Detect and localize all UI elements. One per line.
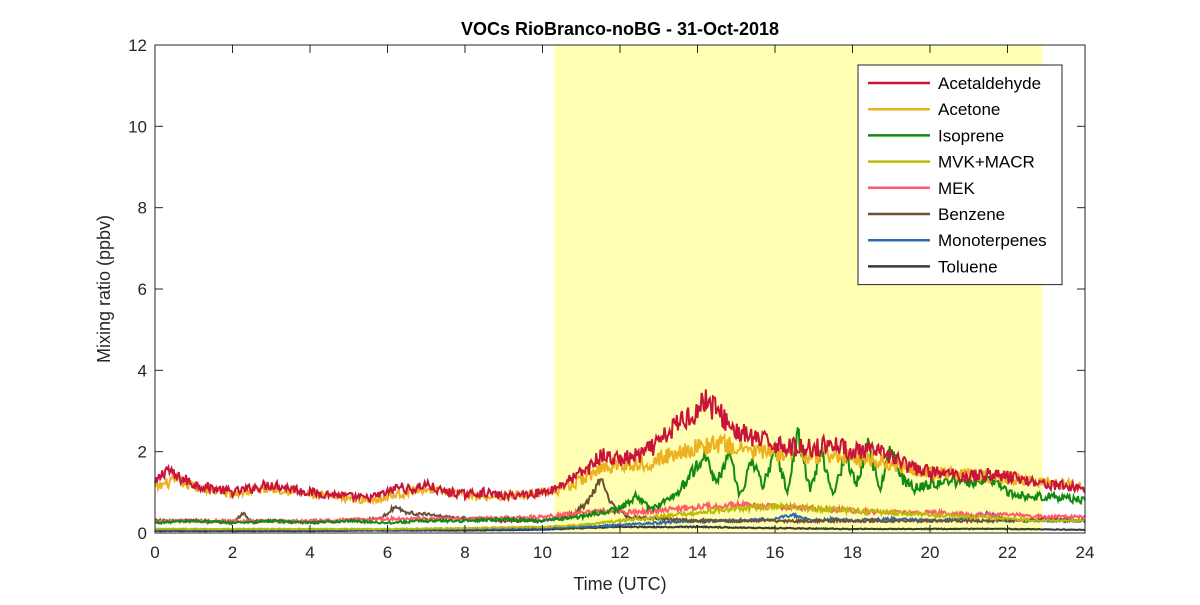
x-tick-label: 2 (228, 543, 237, 562)
x-tick-label: 4 (305, 543, 314, 562)
x-tick-label: 20 (921, 543, 940, 562)
x-tick-label: 8 (460, 543, 469, 562)
y-tick-label: 8 (138, 199, 147, 218)
y-tick-label: 0 (138, 524, 147, 543)
legend-label: Isoprene (938, 126, 1004, 145)
legend-label: Toluene (938, 257, 998, 276)
x-tick-label: 16 (766, 543, 785, 562)
y-tick-label: 12 (128, 36, 147, 55)
y-tick-label: 10 (128, 117, 147, 136)
legend-label: Monoterpenes (938, 231, 1047, 250)
legend-label: MVK+MACR (938, 153, 1035, 172)
x-tick-label: 0 (150, 543, 159, 562)
x-tick-label: 18 (843, 543, 862, 562)
x-tick-label: 10 (533, 543, 552, 562)
legend-box (857, 64, 1063, 286)
x-tick-label: 6 (383, 543, 392, 562)
x-tick-label: 22 (998, 543, 1017, 562)
legend-label: Acetone (938, 100, 1000, 119)
chart-title: VOCs RioBranco-noBG - 31-Oct-2018 (461, 19, 779, 39)
y-tick-label: 4 (138, 361, 147, 380)
x-tick-label: 24 (1076, 543, 1095, 562)
y-tick-label: 6 (138, 280, 147, 299)
series-line-acetaldehyde (154, 389, 1086, 505)
legend-label: Acetaldehyde (938, 74, 1041, 93)
x-tick-label: 14 (688, 543, 707, 562)
x-tick-label: 12 (611, 543, 630, 562)
legend-label: Benzene (938, 205, 1005, 224)
series-line-mek (154, 498, 1086, 525)
y-tick-label: 2 (138, 443, 147, 462)
series-line-isoprene (154, 426, 1086, 526)
y-axis-label: Mixing ratio (ppbv) (94, 215, 114, 363)
x-axis-label: Time (UTC) (573, 574, 666, 594)
legend: Acetaldehyde Acetone Isoprene MVK+MACR MEK Be… (857, 64, 1063, 286)
legend-label: MEK (938, 179, 976, 198)
